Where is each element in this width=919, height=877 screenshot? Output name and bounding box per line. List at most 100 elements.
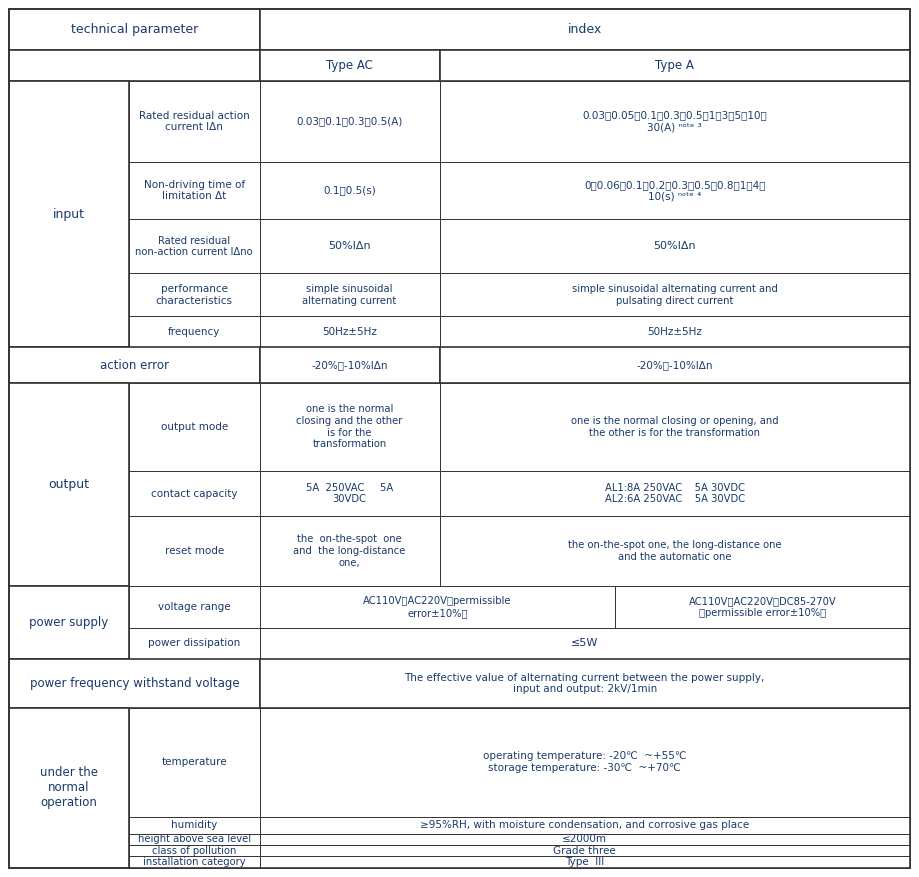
Text: 50%IΔn: 50%IΔn [328, 241, 371, 252]
Text: voltage range: voltage range [158, 602, 231, 612]
Bar [439, 219, 910, 274]
Text: input: input [53, 208, 85, 221]
Bar [439, 347, 910, 382]
Bar [9, 708, 129, 868]
Bar [259, 81, 439, 161]
Bar [129, 382, 259, 471]
Text: power supply: power supply [29, 617, 108, 630]
Text: 0、0.06、0.1、0.2、0.3、0.5、0.8、1、4、
10(s) ⁿᵒᵗᵉ ⁴: 0、0.06、0.1、0.2、0.3、0.5、0.8、1、4、 10(s) ⁿᵒ… [584, 180, 766, 202]
Bar [259, 161, 439, 219]
Bar [259, 816, 910, 834]
Text: Rated residual action
current IΔn: Rated residual action current IΔn [139, 111, 250, 132]
Text: installation category: installation category [143, 857, 245, 867]
Text: technical parameter: technical parameter [71, 23, 198, 36]
Bar [259, 9, 910, 50]
Text: The effective value of alternating current between the power supply,
input and o: The effective value of alternating curre… [404, 673, 765, 695]
Text: one is the normal
closing and the other
is for the
transformation: one is the normal closing and the other … [297, 404, 403, 449]
Text: AC110V、AC220V、DC85-270V
（permissible error±10%）: AC110V、AC220V、DC85-270V （permissible err… [688, 596, 836, 617]
Text: 50Hz±5Hz: 50Hz±5Hz [323, 327, 377, 337]
Bar [9, 587, 129, 660]
Text: -20%～-10%IΔn: -20%～-10%IΔn [637, 360, 713, 370]
Text: -20%～-10%IΔn: -20%～-10%IΔn [312, 360, 388, 370]
Text: under the
normal
operation: under the normal operation [40, 766, 98, 809]
Text: Rated residual
non-action current IΔno: Rated residual non-action current IΔno [135, 236, 253, 257]
Text: simple sinusoidal
alternating current: simple sinusoidal alternating current [302, 284, 397, 306]
Bar [439, 50, 910, 81]
Bar [259, 834, 910, 845]
Bar [259, 587, 616, 628]
Bar [129, 708, 259, 816]
Bar [129, 81, 259, 161]
Bar [259, 274, 439, 317]
Text: frequency: frequency [168, 327, 221, 337]
Text: AL1:8A 250VAC    5A 30VDC
AL2:6A 250VAC    5A 30VDC: AL1:8A 250VAC 5A 30VDC AL2:6A 250VAC 5A … [605, 482, 744, 504]
Bar [259, 856, 910, 868]
Text: one is the normal closing or opening, and
the other is for the transformation: one is the normal closing or opening, an… [571, 416, 778, 438]
Text: power dissipation: power dissipation [148, 638, 241, 648]
Bar [9, 81, 129, 347]
Bar [259, 50, 439, 81]
Text: ≤2000m: ≤2000m [562, 834, 607, 845]
Text: height above sea level: height above sea level [138, 834, 251, 845]
Bar [439, 274, 910, 317]
Bar [439, 317, 910, 347]
Bar [129, 219, 259, 274]
Bar [129, 274, 259, 317]
Bar [129, 834, 259, 845]
Text: the on-the-spot one, the long-distance one
and the automatic one: the on-the-spot one, the long-distance o… [568, 540, 781, 562]
Bar [616, 587, 910, 628]
Bar [129, 845, 259, 856]
Text: Type  III: Type III [565, 857, 605, 867]
Text: output mode: output mode [161, 422, 228, 431]
Text: 50Hz±5Hz: 50Hz±5Hz [647, 327, 702, 337]
Bar [259, 845, 910, 856]
Bar [129, 587, 259, 628]
Bar [439, 471, 910, 516]
Text: performance
characteristics: performance characteristics [155, 284, 233, 306]
Text: operating temperature: -20℃  ~+55℃
storage temperature: -30℃  ~+70℃: operating temperature: -20℃ ~+55℃ storag… [483, 752, 686, 773]
Text: humidity: humidity [171, 820, 218, 831]
Text: Grade three: Grade three [553, 845, 616, 856]
Bar [129, 856, 259, 868]
Bar [439, 382, 910, 471]
Bar [9, 347, 259, 382]
Bar [129, 516, 259, 587]
Text: Type A: Type A [655, 59, 694, 72]
Bar [9, 660, 259, 708]
Bar [129, 161, 259, 219]
Bar [259, 516, 439, 587]
Text: Type AC: Type AC [326, 59, 373, 72]
Bar [259, 317, 439, 347]
Text: output: output [49, 478, 89, 491]
Bar [129, 317, 259, 347]
Text: simple sinusoidal alternating current and
pulsating direct current: simple sinusoidal alternating current an… [572, 284, 777, 306]
Text: 5A  250VAC     5A
30VDC: 5A 250VAC 5A 30VDC [306, 482, 393, 504]
Bar [439, 516, 910, 587]
Text: Non-driving time of
limitation Δt: Non-driving time of limitation Δt [143, 180, 244, 202]
Bar [259, 660, 910, 708]
Text: ≤5W: ≤5W [571, 638, 598, 648]
Text: AC110V、AC220V（permissible
error±10%）: AC110V、AC220V（permissible error±10%） [363, 596, 512, 617]
Text: the  on-the-spot  one
and  the long-distance
one,: the on-the-spot one and the long-distanc… [293, 534, 406, 567]
Bar [129, 628, 259, 660]
Bar [259, 708, 910, 816]
Text: class of pollution: class of pollution [152, 845, 236, 856]
Text: contact capacity: contact capacity [151, 488, 237, 498]
Text: 50%IΔn: 50%IΔn [653, 241, 696, 252]
Text: 0.03、0.1、0.3、0.5(A): 0.03、0.1、0.3、0.5(A) [297, 117, 403, 126]
Text: power frequency withstand voltage: power frequency withstand voltage [29, 677, 239, 690]
Bar [259, 347, 439, 382]
Bar [259, 628, 910, 660]
Bar [9, 9, 259, 50]
Bar [439, 161, 910, 219]
Bar [129, 816, 259, 834]
Text: 0.03、0.05、0.1、0.3、0.5、1、3、5、10、
30(A) ⁿᵒᵗᵉ ³: 0.03、0.05、0.1、0.3、0.5、1、3、5、10、 30(A) ⁿᵒ… [583, 111, 767, 132]
Bar [259, 382, 439, 471]
Bar [259, 471, 439, 516]
Text: temperature: temperature [162, 757, 227, 767]
Bar [259, 219, 439, 274]
Bar [9, 50, 259, 81]
Text: ≥95%RH, with moisture condensation, and corrosive gas place: ≥95%RH, with moisture condensation, and … [420, 820, 749, 831]
Bar [129, 471, 259, 516]
Text: reset mode: reset mode [165, 546, 224, 556]
